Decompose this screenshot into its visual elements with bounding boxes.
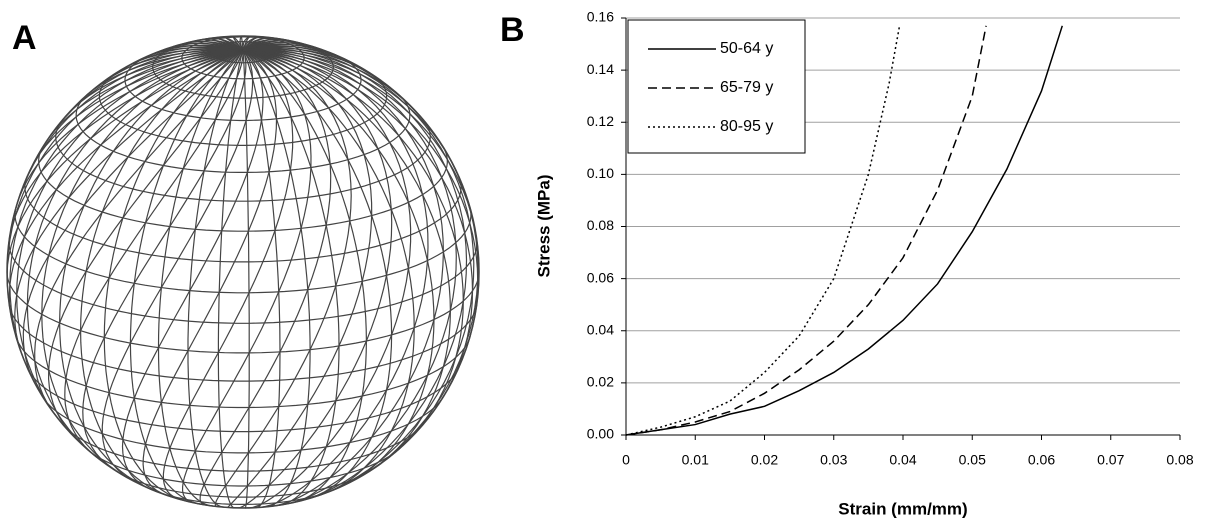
mesh-line bbox=[41, 49, 244, 482]
mesh-line bbox=[242, 49, 464, 457]
x-tick-label: 0 bbox=[622, 452, 630, 468]
mesh-line bbox=[142, 49, 278, 497]
mesh-line bbox=[25, 49, 244, 180]
mesh-line bbox=[8, 49, 244, 323]
mesh-line bbox=[199, 49, 332, 506]
mesh-line bbox=[121, 49, 264, 493]
mesh-line bbox=[24, 173, 462, 263]
mesh-line bbox=[43, 49, 244, 146]
mesh-line bbox=[242, 49, 393, 501]
legend-label: 50-64 y bbox=[720, 40, 773, 57]
sphere-outline bbox=[6, 35, 480, 509]
series-line bbox=[625, 25, 987, 436]
mesh-line bbox=[47, 50, 244, 440]
mesh-line bbox=[79, 49, 244, 499]
mesh-line bbox=[6, 49, 244, 284]
mesh-line bbox=[227, 49, 373, 508]
legend-label: 65-79 y bbox=[720, 79, 773, 96]
legend-label: 80-95 y bbox=[720, 118, 773, 135]
series-line bbox=[625, 25, 1063, 436]
mesh-line bbox=[214, 49, 352, 508]
mesh-line bbox=[157, 49, 244, 507]
y-tick-label: 0.12 bbox=[587, 113, 614, 129]
mesh-line bbox=[58, 49, 244, 494]
x-tick-label: 0.08 bbox=[1166, 452, 1193, 468]
mesh-line bbox=[103, 49, 244, 503]
mesh-line bbox=[14, 204, 472, 294]
mesh-line bbox=[22, 49, 244, 395]
mesh-line bbox=[60, 49, 244, 122]
y-tick-label: 0.06 bbox=[587, 269, 614, 285]
mesh-line bbox=[14, 49, 244, 360]
y-tick-label: 0.00 bbox=[587, 426, 614, 442]
mesh-line bbox=[64, 50, 244, 458]
x-tick-label: 0.06 bbox=[1028, 452, 1055, 468]
mesh-line bbox=[41, 395, 445, 454]
y-tick-label: 0.02 bbox=[587, 374, 614, 390]
mesh-line bbox=[75, 90, 411, 173]
mesh-line bbox=[162, 49, 294, 501]
mesh-line bbox=[34, 49, 244, 418]
mesh-line bbox=[242, 49, 340, 507]
x-tick-label: 0.02 bbox=[751, 452, 778, 468]
mesh-line bbox=[242, 49, 412, 509]
y-tick-label: 0.16 bbox=[587, 9, 614, 25]
mesh-line bbox=[242, 46, 475, 499]
mesh-line bbox=[182, 49, 312, 504]
mesh-line bbox=[129, 49, 244, 506]
mesh-line bbox=[242, 47, 468, 504]
x-tick-label: 0.07 bbox=[1097, 452, 1124, 468]
y-tick-label: 0.14 bbox=[587, 61, 614, 77]
mesh-line bbox=[242, 49, 452, 480]
legend-box bbox=[627, 19, 806, 154]
x-tick-label: 0.01 bbox=[682, 452, 709, 468]
mesh-line bbox=[26, 49, 244, 466]
x-axis-title: Strain (mm/mm) bbox=[838, 499, 967, 518]
panel-label: B bbox=[500, 11, 525, 49]
mesh-line bbox=[242, 48, 457, 506]
mesh-line bbox=[8, 49, 244, 245]
mesh-line bbox=[242, 49, 445, 507]
x-tick-label: 0.04 bbox=[889, 452, 916, 468]
mesh-line bbox=[82, 50, 247, 474]
mesh-line bbox=[13, 49, 244, 216]
mesh-line bbox=[242, 49, 474, 427]
x-tick-label: 0.05 bbox=[959, 452, 986, 468]
mesh-sphere bbox=[6, 35, 480, 509]
mesh-line bbox=[6, 269, 480, 354]
panel-label: A bbox=[12, 19, 37, 57]
mesh-line bbox=[101, 49, 254, 483]
y-tick-label: 0.10 bbox=[587, 165, 614, 181]
mesh-line bbox=[242, 49, 368, 505]
y-tick-label: 0.08 bbox=[587, 217, 614, 233]
mesh-line bbox=[16, 49, 244, 438]
mesh-line bbox=[8, 302, 478, 382]
x-tick-label: 0.03 bbox=[820, 452, 847, 468]
mesh-line bbox=[242, 49, 415, 496]
mesh-line bbox=[242, 49, 429, 508]
y-tick-label: 0.04 bbox=[587, 321, 614, 337]
y-axis-title: Stress (MPa) bbox=[534, 175, 553, 278]
mesh-line bbox=[237, 49, 393, 509]
